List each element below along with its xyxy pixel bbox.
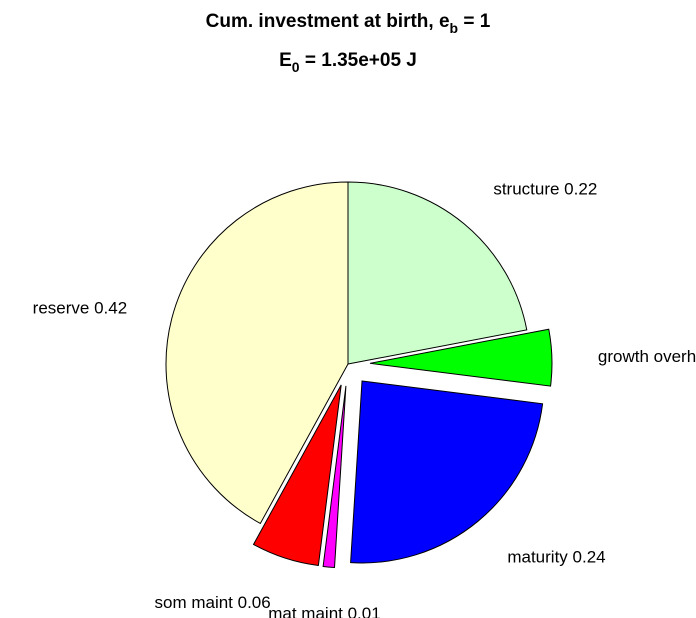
pie-slice-1: [369, 328, 553, 387]
pie-slice-3: [322, 385, 347, 569]
pie-slice-label-3: mat maint 0.01: [268, 604, 380, 618]
pie-slice-label-4: som maint 0.06: [155, 593, 271, 612]
chart-title-line1: Cum. investment at birth, eb = 1: [206, 11, 491, 36]
pie-slice-label-5: reserve 0.42: [33, 298, 128, 317]
pie-slice-label-1: growth overhead 0.05: [598, 347, 696, 366]
chart-title-line2: E0 = 1.35e+05 J: [279, 50, 417, 75]
pie-slice-2: [350, 380, 544, 564]
pie-slice-4: [252, 384, 342, 567]
pie-slice-label-0: structure 0.22: [493, 179, 597, 198]
pie-slice-0: [347, 181, 528, 365]
pie-labels: structure 0.22 growth overhead 0.05 maturi…: [33, 179, 696, 618]
pie-slice-label-2: maturity 0.24: [507, 548, 605, 567]
pie-slices: [165, 181, 553, 569]
pie-slice-5: [165, 181, 349, 525]
